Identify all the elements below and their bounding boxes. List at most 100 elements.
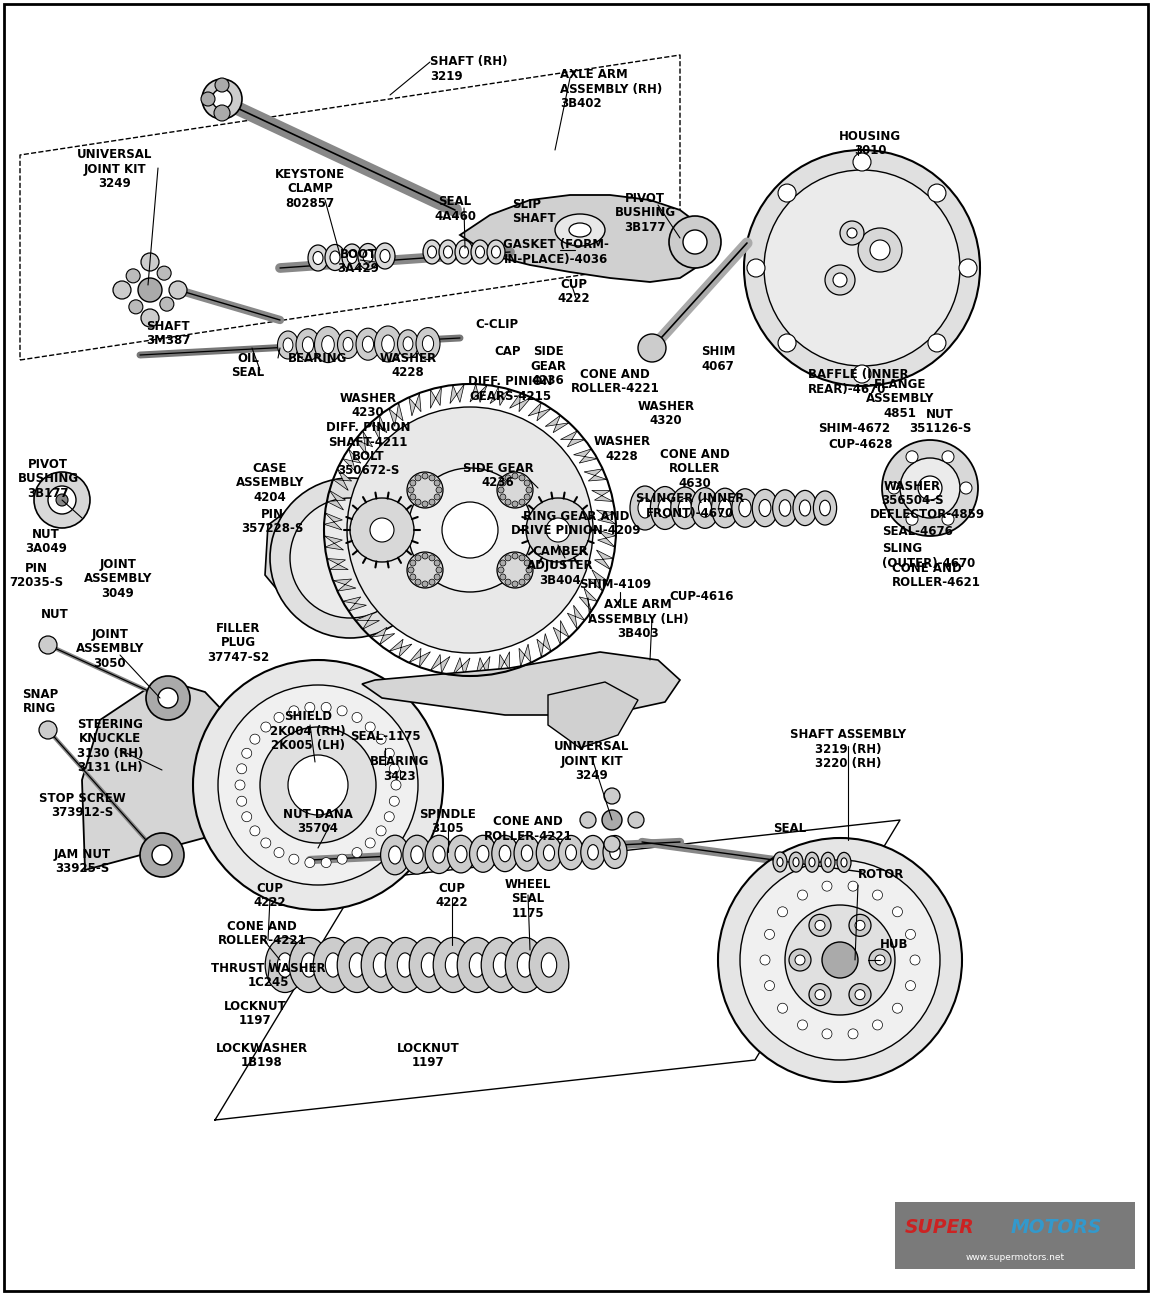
Polygon shape (520, 644, 531, 667)
Circle shape (520, 554, 525, 561)
Ellipse shape (773, 490, 797, 526)
Circle shape (505, 554, 511, 561)
Circle shape (350, 499, 414, 562)
Circle shape (435, 567, 442, 572)
Ellipse shape (773, 852, 787, 872)
Circle shape (410, 574, 416, 580)
Ellipse shape (376, 243, 395, 269)
Ellipse shape (343, 338, 353, 351)
Circle shape (410, 493, 416, 500)
Ellipse shape (403, 337, 412, 351)
Circle shape (408, 487, 414, 493)
Circle shape (778, 1004, 788, 1013)
Circle shape (823, 881, 832, 891)
Ellipse shape (302, 953, 317, 978)
Text: SHAFT (RH)
3219: SHAFT (RH) 3219 (430, 54, 508, 83)
Ellipse shape (514, 835, 540, 872)
Ellipse shape (363, 250, 373, 263)
Circle shape (847, 228, 857, 238)
Circle shape (524, 480, 530, 486)
Ellipse shape (793, 857, 799, 866)
Circle shape (905, 513, 918, 526)
Text: SPINDLE
3105: SPINDLE 3105 (419, 808, 477, 835)
Ellipse shape (380, 250, 391, 263)
Circle shape (338, 706, 347, 716)
Ellipse shape (329, 251, 340, 264)
Text: CONE AND
ROLLER-4221: CONE AND ROLLER-4221 (570, 368, 659, 395)
Polygon shape (509, 392, 531, 412)
Circle shape (520, 475, 525, 480)
Text: ROTOR: ROTOR (858, 868, 904, 881)
Circle shape (960, 482, 972, 493)
Circle shape (500, 480, 506, 486)
Circle shape (942, 513, 954, 526)
Ellipse shape (477, 846, 488, 862)
Polygon shape (548, 682, 638, 749)
Circle shape (497, 552, 533, 588)
Circle shape (526, 567, 532, 572)
Circle shape (520, 579, 525, 585)
Circle shape (823, 941, 858, 978)
Ellipse shape (397, 330, 418, 357)
Polygon shape (265, 505, 440, 605)
Ellipse shape (321, 335, 334, 354)
Circle shape (888, 482, 900, 493)
Circle shape (849, 984, 871, 1006)
Circle shape (158, 688, 179, 708)
Ellipse shape (278, 332, 298, 359)
Circle shape (520, 499, 525, 505)
Circle shape (429, 475, 435, 480)
Text: SHIM-4109: SHIM-4109 (579, 578, 651, 591)
Circle shape (422, 501, 429, 508)
Circle shape (511, 501, 518, 508)
Circle shape (113, 281, 131, 299)
Ellipse shape (712, 488, 738, 528)
Polygon shape (333, 469, 351, 491)
Circle shape (900, 458, 960, 518)
Text: SHIELD
2K004 (RH)
2K005 (LH): SHIELD 2K004 (RH) 2K005 (LH) (271, 710, 346, 752)
Ellipse shape (338, 938, 377, 992)
Text: SHAFT ASSEMBLY
3219 (RH)
3220 (RH): SHAFT ASSEMBLY 3219 (RH) 3220 (RH) (790, 728, 907, 771)
Circle shape (260, 726, 376, 843)
Circle shape (778, 334, 796, 352)
Ellipse shape (455, 240, 473, 264)
Circle shape (236, 764, 247, 774)
Text: PIVOT
BUSHING
3B177: PIVOT BUSHING 3B177 (17, 458, 78, 500)
Circle shape (893, 906, 902, 917)
Polygon shape (460, 196, 710, 282)
Circle shape (235, 780, 245, 790)
Ellipse shape (471, 240, 488, 264)
Text: NUT
351126-S: NUT 351126-S (909, 408, 971, 435)
Text: KEYSTONE
CLAMP
802857: KEYSTONE CLAMP 802857 (275, 168, 346, 210)
Polygon shape (584, 469, 607, 480)
Ellipse shape (313, 251, 323, 264)
Circle shape (505, 499, 511, 505)
Circle shape (288, 755, 348, 815)
Circle shape (305, 702, 314, 712)
Circle shape (905, 980, 916, 991)
Ellipse shape (679, 499, 691, 518)
Ellipse shape (403, 835, 431, 874)
Ellipse shape (409, 938, 449, 992)
Text: HUB: HUB (880, 938, 909, 951)
Ellipse shape (363, 337, 373, 352)
Circle shape (785, 905, 895, 1015)
Circle shape (825, 265, 855, 295)
Circle shape (389, 764, 400, 774)
Circle shape (524, 559, 530, 566)
Circle shape (628, 812, 644, 828)
Text: DEFLECTOR-4859: DEFLECTOR-4859 (870, 508, 985, 521)
Circle shape (376, 734, 386, 745)
Text: JOINT
ASSEMBLY
3050: JOINT ASSEMBLY 3050 (76, 628, 144, 670)
Ellipse shape (388, 846, 401, 864)
Polygon shape (342, 597, 366, 611)
Circle shape (407, 552, 444, 588)
Text: SIDE GEAR
4236: SIDE GEAR 4236 (463, 462, 533, 490)
Circle shape (638, 334, 666, 363)
Circle shape (242, 812, 252, 822)
Text: PIN
72035-S: PIN 72035-S (9, 562, 63, 589)
Circle shape (823, 1028, 832, 1039)
Ellipse shape (789, 852, 803, 872)
Circle shape (797, 890, 808, 900)
Polygon shape (597, 510, 616, 524)
